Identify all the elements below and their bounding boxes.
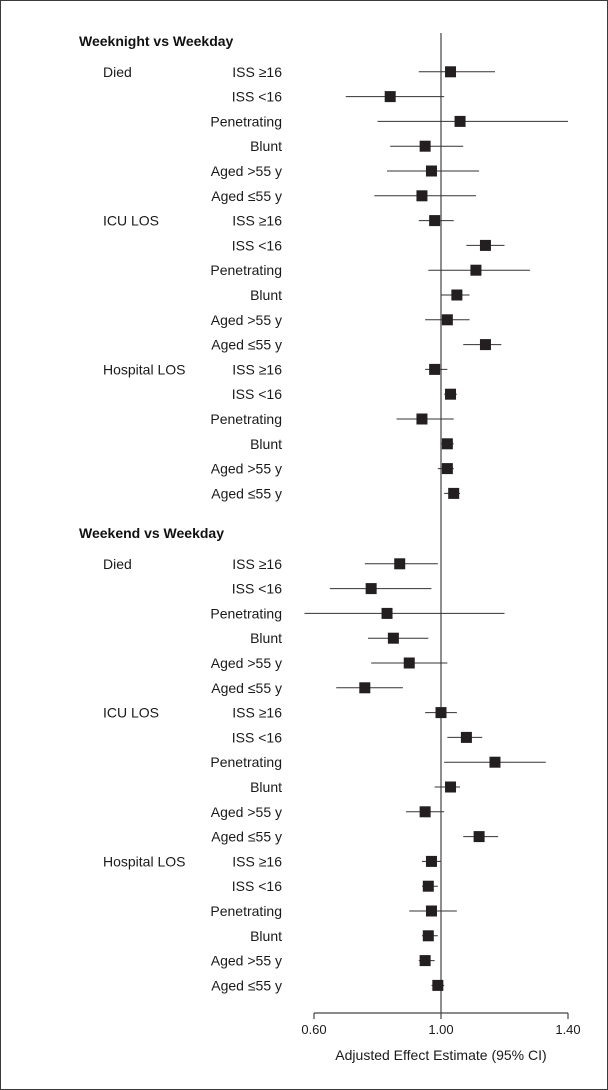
estimate-marker [416,190,428,202]
outcome-label: Died [103,556,132,572]
estimate-marker [425,855,437,867]
subgroup-label: ISS <16 [232,729,282,745]
subgroup-label: Aged ≤55 y [211,188,282,204]
outcome-label: Died [103,64,132,80]
estimate-marker [435,707,447,719]
subgroup-label: Aged ≤55 y [211,829,282,845]
estimate-marker [454,115,466,127]
subgroup-label: ISS ≥16 [232,556,282,572]
subgroup-label: ISS ≥16 [232,705,282,721]
estimate-marker [387,632,399,644]
subgroup-label: ISS ≥16 [232,361,282,377]
subgroup-label: Aged >55 y [211,461,282,477]
subgroup-label: ISS <16 [232,878,282,894]
estimate-marker [441,463,453,475]
outcome-label: Hospital LOS [103,361,185,377]
subgroup-label: Aged >55 y [211,804,282,820]
subgroup-label: ISS <16 [232,237,282,253]
estimate-marker [422,880,434,892]
estimate-marker [419,140,431,152]
estimate-marker [422,930,434,942]
subgroup-label: Aged ≤55 y [211,977,282,993]
estimate-marker [365,583,377,595]
estimate-marker [425,165,437,177]
subgroup-label: Aged >55 y [211,163,282,179]
estimate-marker [441,314,453,326]
subgroup-label: ISS ≥16 [232,64,282,80]
subgroup-label: Blunt [250,436,282,452]
estimate-marker [479,339,491,351]
estimate-marker [448,487,460,499]
subgroup-label: Penetrating [210,262,282,278]
subgroup-label: Penetrating [210,754,282,770]
subgroup-label: ISS <16 [232,89,282,105]
subgroup-label: Aged ≤55 y [211,680,282,696]
subgroup-label: Penetrating [210,903,282,919]
subgroup-label: ISS ≥16 [232,213,282,229]
subgroup-label: Blunt [250,779,282,795]
subgroup-label: Aged ≤55 y [211,337,282,353]
subgroup-label: ISS <16 [232,581,282,597]
estimate-marker [445,66,457,78]
estimate-marker [384,91,396,103]
estimate-marker [451,289,463,301]
outcome-label: ICU LOS [103,705,159,721]
estimate-marker [403,657,415,669]
subgroup-label: Aged >55 y [211,655,282,671]
subgroup-label: Blunt [250,630,282,646]
estimate-marker [445,781,457,793]
estimate-marker [441,438,453,450]
estimate-marker [479,239,491,251]
subgroup-label: Blunt [250,287,282,303]
subgroup-label: Penetrating [210,411,282,427]
estimate-marker [432,979,444,991]
estimate-marker [394,558,406,570]
subgroup-label: ISS ≥16 [232,853,282,869]
estimate-marker [429,363,441,375]
estimate-marker [445,388,457,400]
subgroup-label: Penetrating [210,605,282,621]
x-axis-label: Adjusted Effect Estimate (95% CI) [335,1047,546,1063]
x-tick-label: 1.00 [428,1022,453,1037]
subgroup-label: ISS <16 [232,386,282,402]
estimate-marker [381,607,393,619]
estimate-marker [489,756,501,768]
subgroup-label: Aged >55 y [211,953,282,969]
estimate-marker [359,682,371,694]
estimate-marker [473,831,485,843]
outcome-label: ICU LOS [103,213,159,229]
estimate-marker [419,955,431,967]
subgroup-label: Blunt [250,138,282,154]
x-tick-label: 0.60 [301,1022,326,1037]
estimate-marker [419,806,431,818]
estimate-marker [470,264,482,276]
subgroup-label: Aged ≤55 y [211,485,282,501]
outcome-label: Hospital LOS [103,853,185,869]
estimate-marker [416,413,428,425]
subgroup-label: Penetrating [210,113,282,129]
x-tick-label: 1.40 [555,1022,580,1037]
section-header: Weekend vs Weekday [79,525,224,541]
subgroup-label: Aged >55 y [211,312,282,328]
estimate-marker [429,215,441,227]
subgroup-label: Blunt [250,928,282,944]
section-header: Weeknight vs Weekday [79,33,234,49]
estimate-marker [460,731,472,743]
estimate-marker [425,905,437,917]
